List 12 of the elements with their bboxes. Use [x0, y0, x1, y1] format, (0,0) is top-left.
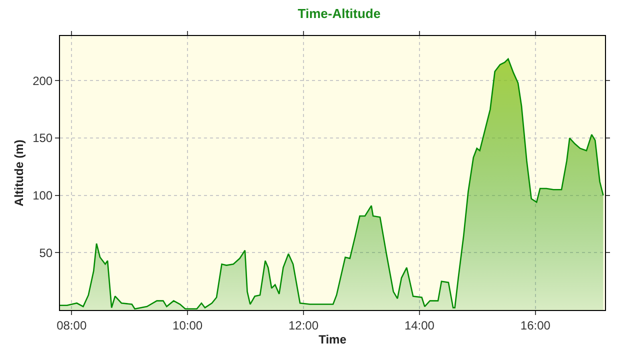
- x-tick-label: 12:00: [288, 318, 319, 332]
- y-tick-label: 100: [32, 188, 53, 203]
- y-axis-title: Altitude (m): [12, 140, 26, 206]
- x-tick-label: 16:00: [520, 318, 551, 332]
- y-tick-label: 200: [32, 74, 53, 88]
- x-tick-label: 14:00: [404, 318, 435, 332]
- y-tick-label: 150: [32, 131, 53, 146]
- y-tick-label: 50: [39, 246, 53, 260]
- chart-title: Time-Altitude: [298, 6, 381, 21]
- x-axis-title: Time: [318, 332, 347, 346]
- x-tick-label: 10:00: [172, 318, 203, 332]
- x-tick-label: 08:00: [56, 318, 87, 332]
